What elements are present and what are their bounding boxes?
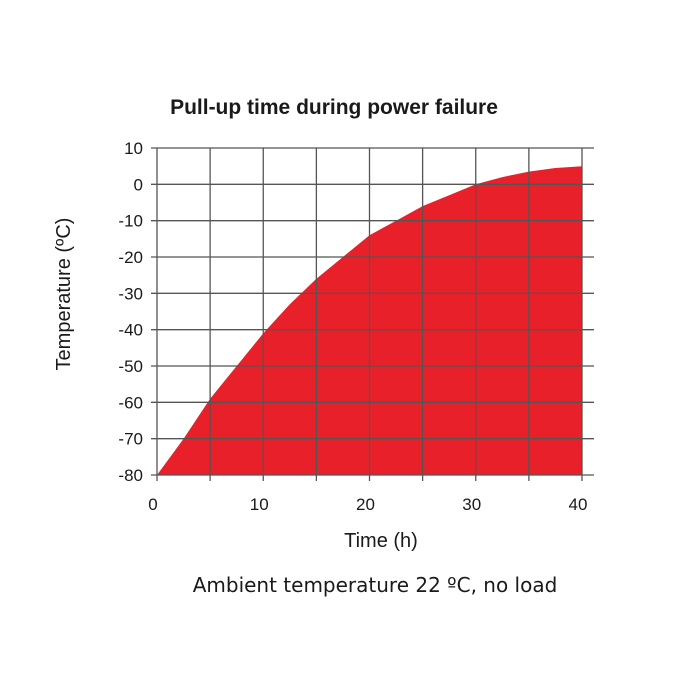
y-tick-label: 10 bbox=[124, 139, 143, 158]
y-tick-label: -40 bbox=[118, 321, 143, 340]
y-tick-label: 0 bbox=[134, 175, 143, 194]
y-tick-label: -10 bbox=[118, 212, 143, 231]
x-axis-label: Time (h) bbox=[344, 530, 418, 552]
chart-title: Pull-up time during power failure bbox=[170, 96, 498, 119]
x-tick-label: 0 bbox=[148, 495, 157, 514]
chart-caption: Ambient temperature 22 ºC, no load bbox=[193, 573, 558, 597]
grid-layer bbox=[151, 147, 594, 481]
x-tick-label: 30 bbox=[462, 495, 481, 514]
y-tick-label: -70 bbox=[118, 430, 143, 449]
y-tick-label: -50 bbox=[118, 357, 143, 376]
y-tick-label: -80 bbox=[118, 466, 143, 485]
y-axis-label: Temperature (ºC) bbox=[53, 218, 75, 371]
y-tick-label: -30 bbox=[118, 284, 143, 303]
x-tick-label: 20 bbox=[356, 495, 375, 514]
x-tick-label: 40 bbox=[569, 495, 588, 514]
y-tick-label: -60 bbox=[118, 393, 143, 412]
tick-layer: 10 0 -10 -20 -30 -40 -50 -60 -70 -80 0 10 20 30 40 bbox=[118, 139, 587, 514]
x-tick-label: 10 bbox=[250, 495, 269, 514]
y-tick-label: -20 bbox=[118, 248, 143, 267]
